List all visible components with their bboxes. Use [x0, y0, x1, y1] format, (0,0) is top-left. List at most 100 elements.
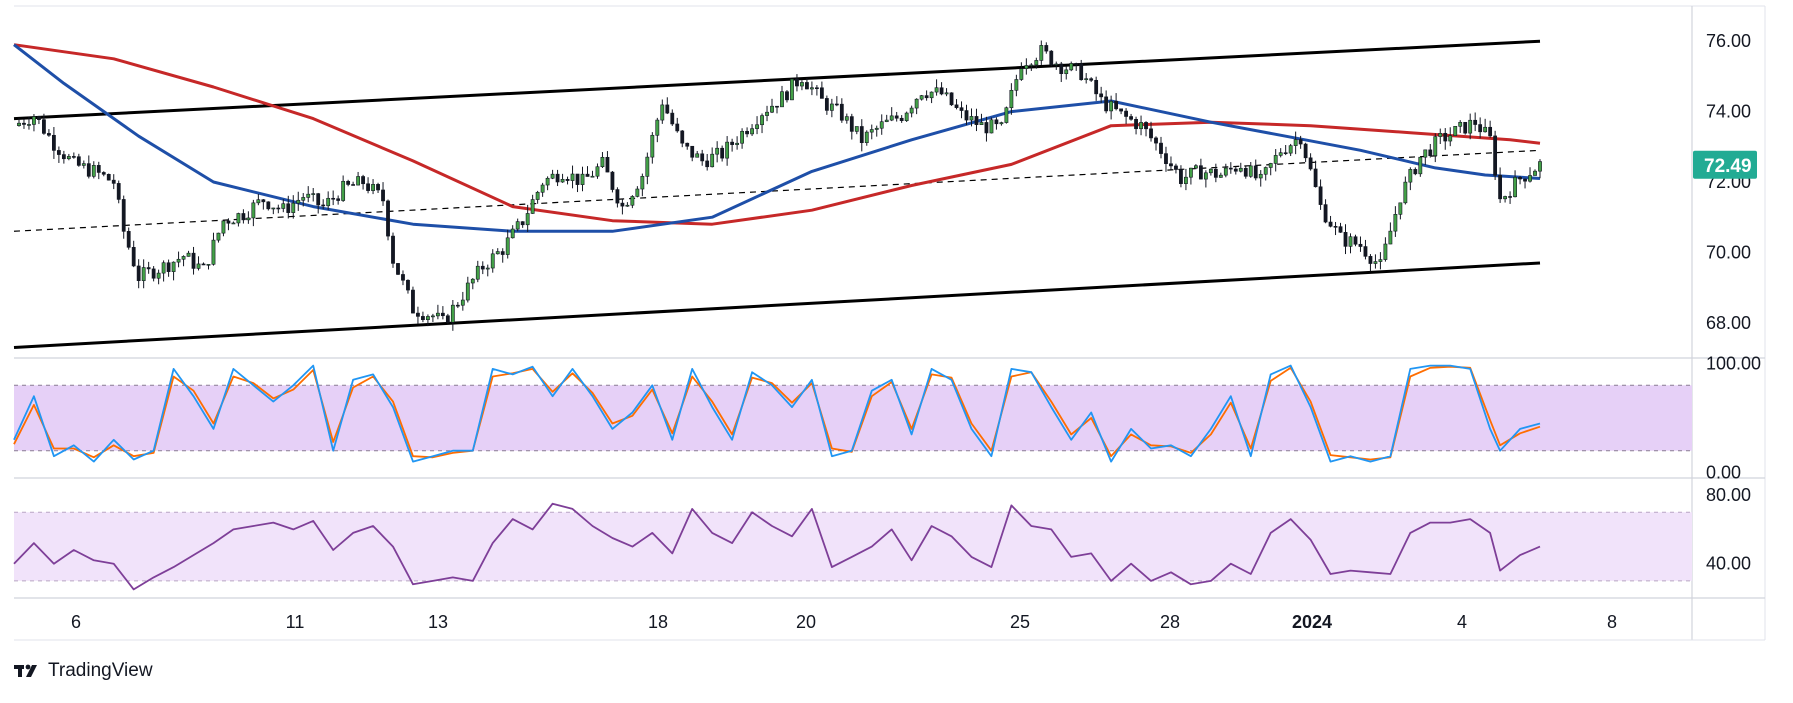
- candle-body: [1423, 149, 1428, 158]
- candle: [964, 104, 969, 126]
- candle: [555, 169, 560, 187]
- candle: [710, 147, 715, 168]
- candle: [426, 314, 430, 327]
- candle: [625, 202, 630, 207]
- candle: [1328, 215, 1333, 228]
- candle: [510, 225, 515, 239]
- candle: [121, 195, 126, 239]
- candle-body: [535, 191, 540, 200]
- candle-body: [181, 256, 186, 260]
- candle-body: [954, 104, 959, 108]
- candle-body: [1278, 152, 1283, 156]
- candle-body: [959, 107, 964, 111]
- candle-body: [17, 122, 21, 126]
- candle-body: [1054, 63, 1059, 66]
- candle: [919, 94, 924, 101]
- candle: [246, 211, 251, 224]
- candle-body: [1333, 226, 1338, 228]
- candle-body: [470, 278, 475, 284]
- candle-body: [1024, 65, 1029, 70]
- candle: [1054, 61, 1059, 70]
- candle: [1049, 50, 1054, 67]
- candle-body: [366, 183, 370, 191]
- candle: [1373, 254, 1378, 269]
- candle-body: [974, 116, 979, 125]
- candle: [396, 263, 400, 275]
- footer-brand[interactable]: TradingView: [14, 660, 153, 682]
- candle: [47, 129, 51, 137]
- candle-body: [1124, 110, 1128, 117]
- candle-body: [770, 105, 774, 113]
- candle-body: [725, 141, 730, 159]
- candle-body: [171, 261, 176, 272]
- candle-body: [251, 202, 256, 219]
- candle: [670, 109, 675, 126]
- candle: [37, 115, 41, 125]
- tradingview-logo-icon: [14, 664, 37, 677]
- candle: [1463, 121, 1468, 135]
- candle: [371, 179, 375, 195]
- candle-body: [999, 122, 1004, 125]
- candle-body: [1273, 155, 1278, 164]
- stochastic-line: [13, 364, 1541, 463]
- candle-body: [396, 263, 400, 275]
- candle-body: [1064, 69, 1069, 75]
- candle: [1208, 168, 1213, 176]
- candle-body: [565, 179, 570, 181]
- candle-body: [495, 251, 500, 255]
- candle: [1478, 117, 1483, 139]
- candle: [1443, 128, 1448, 150]
- candle-body: [311, 193, 316, 195]
- candle-body: [1233, 168, 1238, 172]
- candle: [406, 279, 410, 294]
- candle-body: [919, 95, 924, 100]
- candle-body: [276, 207, 281, 210]
- candle: [1468, 113, 1473, 140]
- candle: [540, 182, 545, 197]
- candle: [61, 150, 66, 164]
- candle: [640, 173, 645, 197]
- candle-body: [924, 95, 929, 99]
- candle: [575, 173, 580, 193]
- candle: [101, 171, 106, 177]
- candle: [176, 251, 181, 268]
- candle-body: [226, 220, 231, 224]
- candle-body: [291, 202, 296, 213]
- candle-body: [316, 193, 321, 206]
- candle-body: [600, 156, 605, 168]
- candle-body: [1034, 60, 1039, 66]
- candle: [1268, 162, 1273, 176]
- candle: [1298, 135, 1303, 149]
- candle: [1273, 149, 1278, 172]
- candle: [1184, 168, 1188, 191]
- candle: [760, 113, 764, 134]
- candle-body: [1328, 221, 1333, 227]
- candle: [56, 146, 61, 163]
- candle-body: [440, 312, 445, 317]
- candle-body: [321, 204, 326, 207]
- candle-body: [356, 176, 360, 186]
- candle: [725, 136, 730, 166]
- candle-body: [306, 193, 311, 198]
- candle-body: [944, 92, 949, 95]
- candle-body: [1268, 163, 1273, 168]
- candle-body: [635, 188, 640, 197]
- stochastic-tick-label: 0.00: [1706, 463, 1741, 483]
- candle: [1333, 221, 1338, 236]
- candle: [201, 262, 206, 266]
- candle-body: [730, 141, 735, 145]
- candle-body: [1393, 214, 1398, 232]
- candle: [1213, 163, 1218, 183]
- candle: [1089, 77, 1094, 82]
- candle: [1228, 162, 1233, 174]
- candle: [600, 152, 605, 168]
- time-tick-label: 20: [796, 612, 816, 632]
- candle-body: [889, 115, 894, 121]
- candle-body: [1358, 243, 1363, 247]
- candle-body: [805, 82, 809, 90]
- candle: [854, 126, 859, 135]
- candle: [386, 199, 390, 241]
- candle: [859, 119, 864, 152]
- candle-body: [1218, 174, 1223, 178]
